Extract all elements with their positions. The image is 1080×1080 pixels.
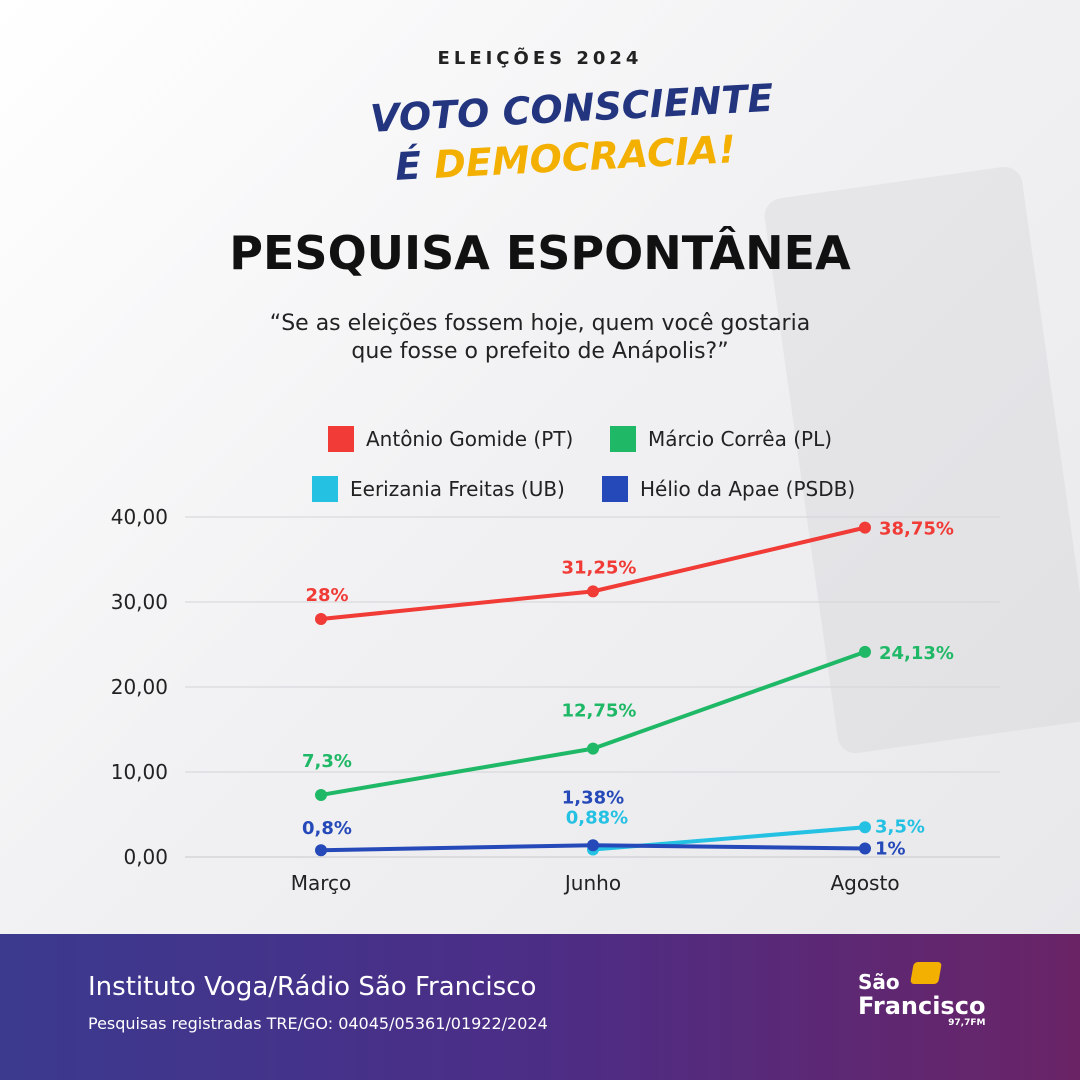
legend-label-gomide: Antônio Gomide (PT) <box>366 427 574 451</box>
data-point <box>587 742 599 755</box>
data-label: 12,75% <box>562 701 637 722</box>
poll-question-line-1: “Se as eleições fossem hoje, quem você g… <box>269 311 811 336</box>
radio-logo-line-2: Francisco <box>858 992 986 1020</box>
data-label: 0,88% <box>566 808 628 829</box>
data-label: 24,13% <box>879 643 954 664</box>
data-label: 38,75% <box>879 519 954 540</box>
data-label: 0,8% <box>302 818 352 839</box>
page-title: PESQUISA ESPONTÂNEA <box>229 226 851 280</box>
data-point <box>859 842 871 855</box>
y-tick-label: 20,00 <box>111 675 168 699</box>
y-tick-label: 30,00 <box>111 590 168 614</box>
legend-label-freitas: Eerizania Freitas (UB) <box>350 477 565 501</box>
legend-label-apae: Hélio da Apae (PSDB) <box>640 477 856 501</box>
radio-logo-line-3: 97,7FM <box>948 1018 986 1028</box>
data-point <box>315 613 327 625</box>
legend-swatch-correa <box>610 426 636 452</box>
x-tick-label: Agosto <box>830 871 899 895</box>
x-tick-label: Março <box>291 871 352 895</box>
data-label: 1,38% <box>562 787 624 808</box>
data-point <box>315 788 327 801</box>
x-tick-label: Junho <box>563 871 621 895</box>
data-label: 31,25% <box>562 557 637 578</box>
data-label: 28% <box>305 585 348 606</box>
radio-logo-icon <box>910 962 942 984</box>
data-point <box>587 585 599 598</box>
y-tick-label: 40,00 <box>111 505 168 529</box>
poll-question: “Se as eleições fossem hoje, quem você g… <box>200 310 880 366</box>
legend-swatch-gomide <box>328 426 354 452</box>
footer-bar: Instituto Voga/Rádio São Francisco Pesqu… <box>0 934 1080 1080</box>
footer-title: Instituto Voga/Rádio São Francisco <box>88 972 537 1002</box>
election-kicker: ELEIÇÕES 2024 <box>437 48 643 69</box>
data-point <box>315 844 327 857</box>
legend-item-freitas: Eerizania Freitas (UB) <box>312 476 565 502</box>
legend-item-gomide: Antônio Gomide (PT) <box>328 426 573 452</box>
legend-swatch-freitas <box>312 476 338 502</box>
legend-item-apae: Hélio da Apae (PSDB) <box>602 476 855 502</box>
data-label: 1% <box>875 839 906 860</box>
data-point <box>587 839 599 852</box>
legend-item-correa: Márcio Corrêa (PL) <box>610 426 832 452</box>
legend-label-correa: Márcio Corrêa (PL) <box>648 427 833 451</box>
data-label: 3,5% <box>875 816 925 837</box>
legend-swatch-apae <box>602 476 628 502</box>
data-label: 7,3% <box>302 751 352 772</box>
y-tick-label: 10,00 <box>111 760 168 784</box>
data-point <box>859 645 871 658</box>
poll-question-line-2: que fosse o prefeito de Anápolis?” <box>351 339 729 364</box>
radio-logo-line-1: São <box>858 970 900 994</box>
radio-logo: São Francisco 97,7FM <box>858 962 986 1028</box>
data-point <box>859 521 871 534</box>
data-point <box>859 821 871 834</box>
series-line-1 <box>320 650 866 797</box>
footer-registration: Pesquisas registradas TRE/GO: 04045/0536… <box>88 1014 548 1033</box>
y-tick-label: 0,00 <box>123 845 168 869</box>
line-chart: 0,00 10,00 20,00 30,00 40,00 Março Junho Agosto… <box>111 505 1000 895</box>
